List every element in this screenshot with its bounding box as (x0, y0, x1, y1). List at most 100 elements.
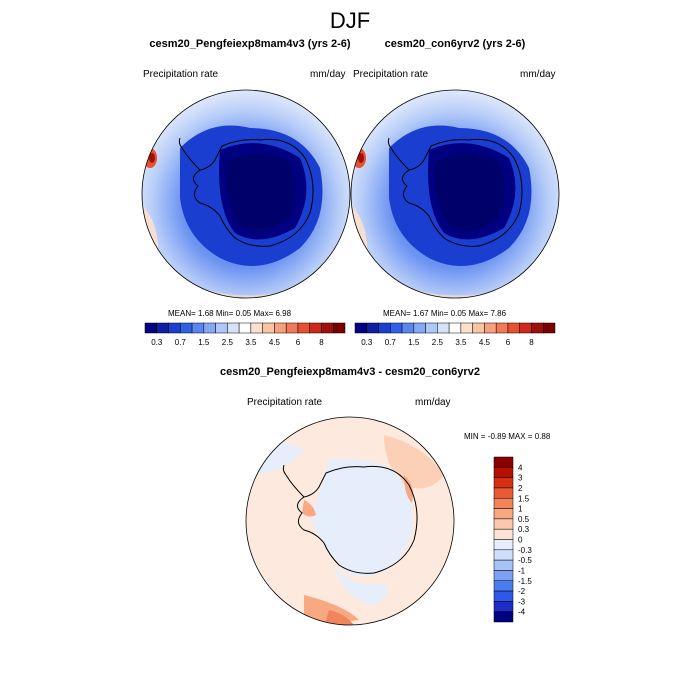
diff-colorbar-tick-label: -0.5 (518, 556, 532, 565)
diff-colorbar-swatch (493, 611, 514, 623)
panel-1-colorbar-swatch (262, 322, 275, 334)
diff-colorbar-tick-label: -1.5 (518, 577, 532, 586)
panel-1-colorbar-swatch (168, 322, 181, 334)
panel-2-colorbar-swatch (413, 322, 426, 334)
panel-1-colorbar-swatch (203, 322, 216, 334)
diff-colorbar-swatch (493, 539, 514, 551)
panel-2-colorbar-tick-label: 0.7 (385, 338, 397, 347)
diff-colorbar-swatch (493, 549, 514, 561)
panel-2-colorbar-swatch (448, 322, 462, 334)
panel-1-mean-label: MEAN= (168, 309, 196, 318)
panel-2-colorbar-swatch (437, 322, 450, 334)
panel-2-colorbar-swatch (366, 322, 379, 334)
panel-2-colorbar-swatch (425, 322, 438, 334)
panel-1-colorbar-swatch (309, 322, 322, 334)
panel-2-colorbar-tick-label: 2.5 (432, 338, 444, 347)
panel-2-colorbar-tick-label: 1.5 (408, 338, 420, 347)
diff-colorbar-swatch (493, 487, 514, 499)
panel-1-colorbar-tick-label: 6 (296, 338, 301, 347)
panel-2-stats: MEAN= 1.67 Min= 0.05 Max= 7.86 (383, 309, 506, 318)
panel-2-colorbar-swatch (495, 322, 509, 334)
diff-colorbar-tick-label: -4 (518, 608, 526, 617)
panel-1-stats: MEAN= 1.68 Min= 0.05 Max= 6.98 (168, 309, 291, 318)
diff-colorbar-tick-label: 0.3 (518, 525, 530, 534)
panel-2-colorbar-swatch (401, 322, 415, 334)
diff-colorbar-tick-label: -3 (518, 597, 526, 606)
diff-colorbar-swatch (493, 508, 514, 520)
panel-1-colorbar-swatch (332, 322, 346, 334)
diff-colorbar-swatch (493, 518, 514, 530)
panel-1-colorbar-swatch (238, 322, 252, 334)
panel-2-colorbar-swatch (531, 322, 544, 334)
panel-1-min-value: 0.05 (235, 309, 252, 318)
diff-colorbar-tick-label: -0.3 (518, 546, 532, 555)
panel-1-colorbar-tick-label: 2.5 (222, 338, 234, 347)
panel-1-colorbar-swatch (274, 322, 287, 334)
panel-1-colorbar-swatch (321, 322, 334, 334)
diff-colorbar-tick-label: 3 (518, 474, 523, 483)
diff-colorbar-swatch (493, 498, 514, 509)
panel-2-variable-label: Precipitation rate (353, 69, 429, 80)
panel-2-colorbar-swatch (460, 322, 473, 334)
diff-colorbar-swatch (493, 467, 514, 478)
panel-1-colorbar-swatch (227, 322, 240, 334)
diff-panel-title: cesm20_Pengfeiexp8mam4v3 - cesm20_con6yr… (220, 366, 480, 378)
diff-colorbar-swatch (493, 570, 514, 581)
diff-colorbar-tick-label: 0.5 (518, 515, 530, 524)
diff-colorbar-tick-label: 2 (518, 484, 523, 493)
panel-1-colorbar-swatch (285, 322, 299, 334)
panel-1-colorbar-swatch (156, 322, 169, 334)
panel-1-colorbar-swatch (144, 322, 158, 334)
panel-2-colorbar: 0.3 0.7 1.5 2.5 3.5 4.5 6 8 (354, 322, 556, 347)
diff-colorbar: 4 321.5 10.50.3 0-0.3-0.5-1 -1.5-2-3 -4 (493, 456, 532, 623)
diff-panel-map (245, 416, 455, 626)
diff-colorbar-swatch (493, 456, 514, 468)
panel-1-colorbar: 0.3 0.7 1.5 2.5 3.5 4.5 6 8 (144, 322, 346, 347)
panel-1-colorbar-tick-label: 0.3 (151, 338, 163, 347)
diff-colorbar-tick-label: 0 (518, 536, 523, 545)
panel-2-colorbar-swatch (390, 322, 403, 334)
diff-colorbar-tick-label: 1 (518, 505, 523, 514)
panel-1-variable-label: Precipitation rate (143, 69, 219, 80)
panel-2-colorbar-tick-label: 0.3 (361, 338, 373, 347)
panel-2-colorbar-swatch (378, 322, 391, 334)
panel-2-mean-value: 1.67 (413, 309, 429, 318)
panel-1-colorbar-swatch (297, 322, 310, 334)
panel-2-map (350, 89, 560, 299)
panel-2-colorbar-swatch (484, 322, 497, 334)
panel-2-min-value: 0.05 (450, 309, 467, 318)
panel-2-colorbar-swatch (472, 322, 485, 334)
panel-2-max-label: Max= (468, 309, 489, 318)
panel-2-colorbar-swatch (519, 322, 532, 334)
panel-1-units-label: mm/day (310, 69, 346, 80)
diff-colorbar-tick-label: -2 (518, 587, 526, 596)
panel-2-title: cesm20_con6yrv2 (yrs 2-6) (384, 38, 526, 50)
panel-1-colorbar-tick-label: 8 (319, 338, 324, 347)
diff-colorbar-tick-label: 1.5 (518, 494, 530, 503)
panel-1-mean-value: 1.68 (198, 309, 214, 318)
panel-1-colorbar-tick-label: 3.5 (245, 338, 257, 347)
diff-panel-stats: MIN = -0.89 MAX = 0.88 (464, 432, 551, 441)
diff-colorbar-swatch (493, 477, 514, 489)
panel-1-max-label: Max= (253, 309, 274, 318)
diff-colorbar-swatch (493, 559, 514, 571)
diff-colorbar-tick-label: -1 (518, 566, 526, 575)
figure-title: DJF (329, 8, 371, 33)
diff-colorbar-swatch (493, 601, 514, 612)
panel-2-max-value: 7.86 (490, 309, 507, 318)
panel-1-colorbar-tick-label: 0.7 (175, 338, 187, 347)
diff-colorbar-swatch (493, 528, 514, 540)
panel-1-max-value: 6.98 (275, 309, 292, 318)
panel-2-min-label: Min= (430, 309, 449, 318)
diff-colorbar-tick-label: 4 (518, 463, 523, 472)
diff-colorbar-swatch (493, 580, 514, 592)
panel-2-colorbar-swatch (542, 322, 556, 334)
panel-2-mean-label: MEAN= (383, 309, 411, 318)
diff-colorbar-swatch (493, 590, 514, 602)
panel-1-map (141, 89, 351, 299)
panel-1-colorbar-swatch (215, 322, 228, 334)
panel-2-colorbar-swatch (354, 322, 368, 334)
panel-1-title: cesm20_Pengfeiexp8mam4v3 (yrs 2-6) (149, 38, 351, 50)
panel-2-colorbar-swatch (507, 322, 520, 334)
panel-1-colorbar-swatch (191, 322, 205, 334)
